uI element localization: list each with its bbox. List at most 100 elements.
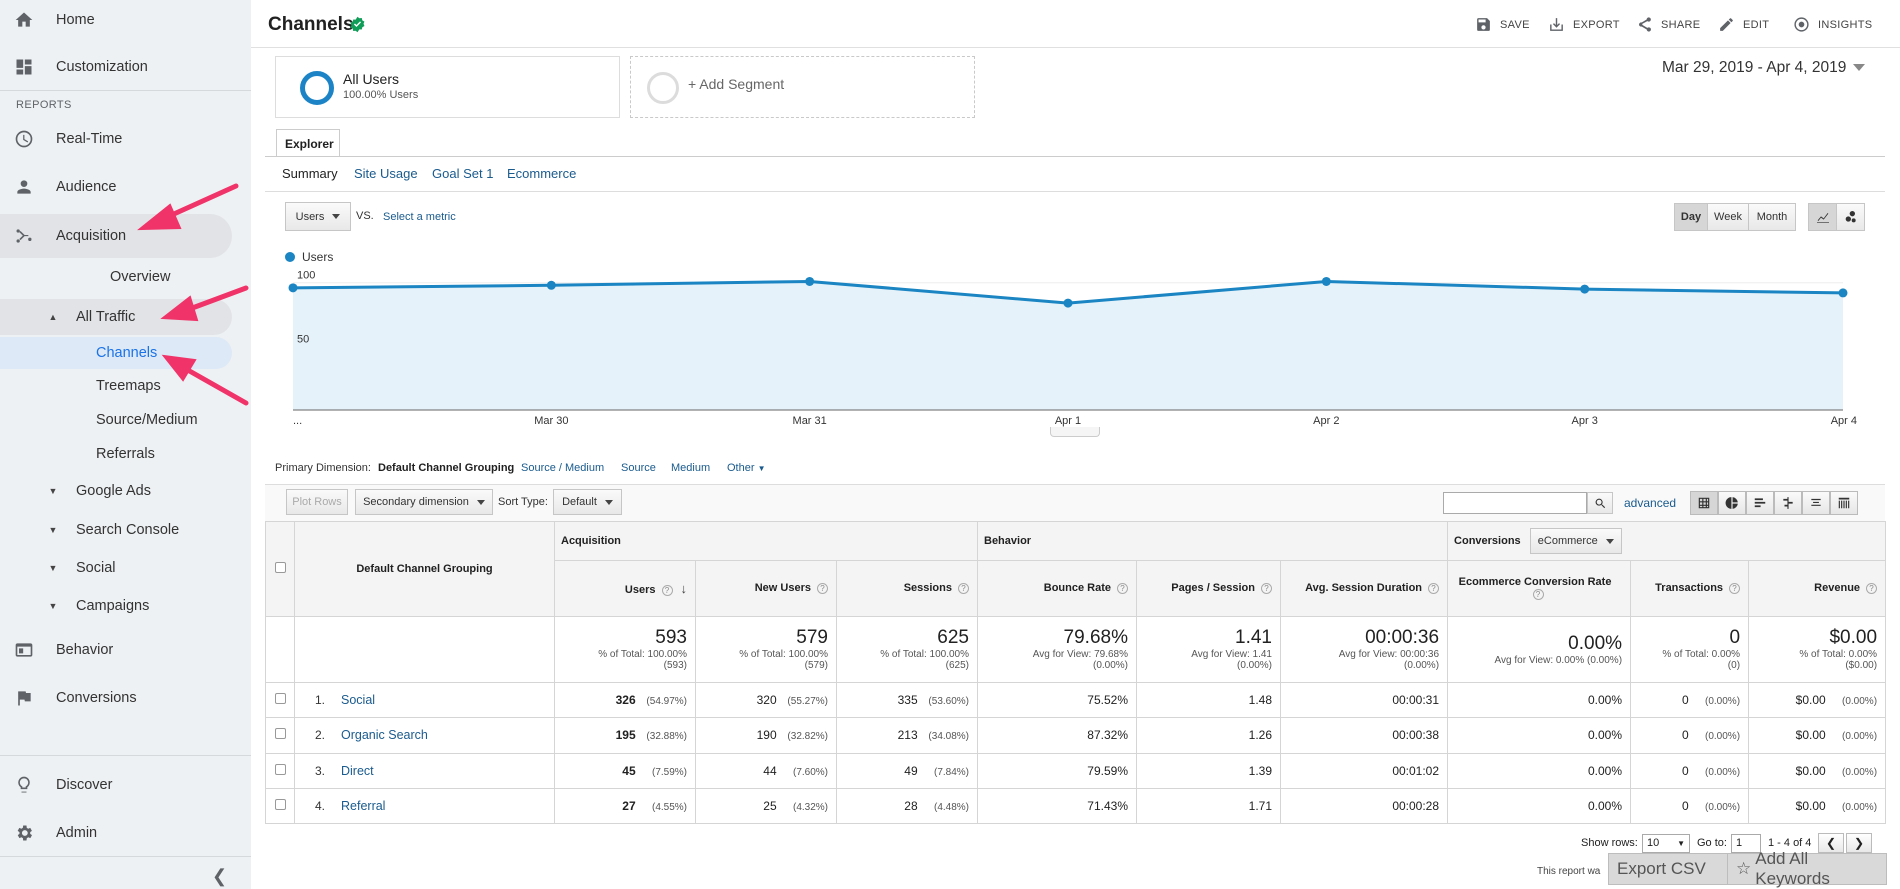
data-point[interactable] [1321,276,1331,286]
dimension-source-medium[interactable]: Source / Medium [521,462,605,474]
col-avg-session-duration[interactable]: Avg. Session Duration? [1279,560,1449,617]
help-icon[interactable]: ? [958,583,969,595]
granularity-week[interactable]: Week [1707,203,1749,231]
help-icon[interactable]: ? [1729,583,1741,595]
nav-conversions[interactable]: Conversions [0,678,232,718]
dimension-other[interactable]: Other ▼ [727,462,766,474]
col-pages-session[interactable]: Pages / Session? [1136,560,1281,617]
nav-social[interactable]: ▼ Social [42,552,116,584]
collapse-sidebar-icon[interactable]: ❮ [212,866,228,886]
row-checkbox[interactable] [274,763,286,775]
nav-all-traffic[interactable]: ▲ All Traffic [0,299,232,335]
export-button[interactable]: EXPORT [1548,16,1620,33]
nav-campaigns[interactable]: ▼ Campaigns [42,590,150,622]
motion-chart-toggle[interactable] [1836,203,1865,231]
view-pivot[interactable] [1830,491,1858,515]
data-point[interactable] [805,276,815,286]
granularity-day[interactable]: Day [1674,203,1708,231]
dimension-source[interactable]: Source [621,462,656,474]
help-icon[interactable]: ? [817,583,828,595]
export-csv-button[interactable]: Export CSV [1608,853,1728,885]
granularity-month[interactable]: Month [1748,203,1796,231]
select-metric-link[interactable]: Select a metric [383,211,456,223]
view-performance[interactable] [1746,491,1774,515]
col-ecommerce-conversion-rate[interactable]: Ecommerce Conversion Rate? [1447,560,1632,617]
sort-desc-icon[interactable]: ↓ [680,580,688,596]
dimension-header[interactable]: Default Channel Grouping [294,521,555,617]
help-icon[interactable]: ? [1428,583,1440,595]
advanced-filter-link[interactable]: advanced [1624,496,1677,510]
nav-home[interactable]: Home [0,0,232,40]
prev-page-button[interactable]: ❮ [1818,833,1844,853]
line-chart-toggle[interactable] [1808,203,1837,231]
channel-link[interactable]: Direct [341,763,374,778]
data-point[interactable] [546,280,556,290]
nav-google-ads[interactable]: ▼ Google Ads [42,475,151,507]
subtab-ecommerce[interactable]: Ecommerce [507,166,577,181]
edit-button[interactable]: EDIT [1718,16,1769,33]
nav-treemaps[interactable]: Treemaps [96,370,161,402]
nav-admin[interactable]: Admin [0,813,232,853]
help-icon[interactable]: ? [1261,583,1272,595]
nav-realtime[interactable]: Real-Time [0,119,232,159]
data-point[interactable] [1063,298,1073,308]
view-data-table[interactable] [1690,491,1718,515]
date-range-caret-icon[interactable] [1853,64,1865,71]
insights-button[interactable]: INSIGHTS [1793,16,1872,33]
goto-input[interactable]: 1 [1731,834,1761,853]
channel-link[interactable]: Social [341,693,376,708]
nav-overview[interactable]: Overview [110,261,170,293]
col-revenue[interactable]: Revenue? [1748,560,1887,617]
next-page-button[interactable]: ❯ [1846,833,1872,853]
view-term-cloud[interactable] [1802,491,1830,515]
subtab-goal-set-1[interactable]: Goal Set 1 [432,166,494,181]
row-checkbox[interactable] [274,728,286,740]
show-rows-select[interactable]: 10 ▼ [1642,834,1690,853]
save-button[interactable]: SAVE [1475,16,1530,33]
subtab-summary[interactable]: Summary [282,166,338,181]
data-point[interactable] [1838,288,1848,298]
col-transactions[interactable]: Transactions? [1630,560,1750,617]
view-percentage[interactable] [1718,491,1746,515]
select-all-checkbox[interactable] [274,561,286,573]
metric-select[interactable]: Users [285,202,351,231]
col-new-users[interactable]: New Users? [695,560,837,617]
secondary-dimension-select[interactable]: Secondary dimension [355,489,493,515]
help-icon[interactable]: ? [661,584,673,596]
table-search-input[interactable] [1443,492,1587,514]
row-checkbox[interactable] [274,693,286,705]
chart-resize-handle[interactable] [1050,427,1100,437]
view-comparison[interactable] [1774,491,1802,515]
nav-customization[interactable]: Customization [0,47,232,87]
help-icon[interactable]: ? [1532,589,1544,601]
sort-type-select[interactable]: Default [553,489,622,515]
col-bounce-rate[interactable]: Bounce Rate? [977,560,1137,617]
date-range-picker[interactable]: Mar 29, 2019 - Apr 4, 2019 [1662,59,1847,76]
nav-acquisition[interactable]: Acquisition [0,214,232,258]
nav-referrals[interactable]: Referrals [96,438,155,470]
table-search-button[interactable] [1587,492,1613,514]
help-icon[interactable]: ? [1117,583,1128,595]
nav-source-medium[interactable]: Source/Medium [96,404,198,436]
conversion-select[interactable]: eCommerce [1529,528,1622,555]
help-icon[interactable]: ? [1866,583,1878,595]
tab-explorer[interactable]: Explorer [276,129,340,157]
nav-behavior[interactable]: Behavior [0,630,232,670]
channel-link[interactable]: Organic Search [341,728,428,743]
col-sessions[interactable]: Sessions? [836,560,978,617]
subtab-site-usage[interactable]: Site Usage [354,166,418,181]
nav-discover[interactable]: Discover [0,765,232,805]
add-all-keywords-button[interactable]: ☆ Add All Keywords [1727,849,1887,888]
nav-search-console[interactable]: ▼ Search Console [42,514,180,546]
nav-audience[interactable]: Audience [0,167,232,207]
add-segment-button[interactable]: + Add Segment [630,56,975,118]
nav-channels[interactable]: Channels [0,337,232,369]
row-checkbox[interactable] [274,798,286,810]
share-button[interactable]: SHARE [1636,16,1700,33]
segment-all-users[interactable]: All Users 100.00% Users [275,56,620,118]
data-point[interactable] [288,283,298,293]
data-point[interactable] [1580,284,1590,294]
plot-rows-button[interactable]: Plot Rows [286,489,348,515]
dimension-medium[interactable]: Medium [671,462,711,474]
channel-link[interactable]: Referral [341,798,386,813]
